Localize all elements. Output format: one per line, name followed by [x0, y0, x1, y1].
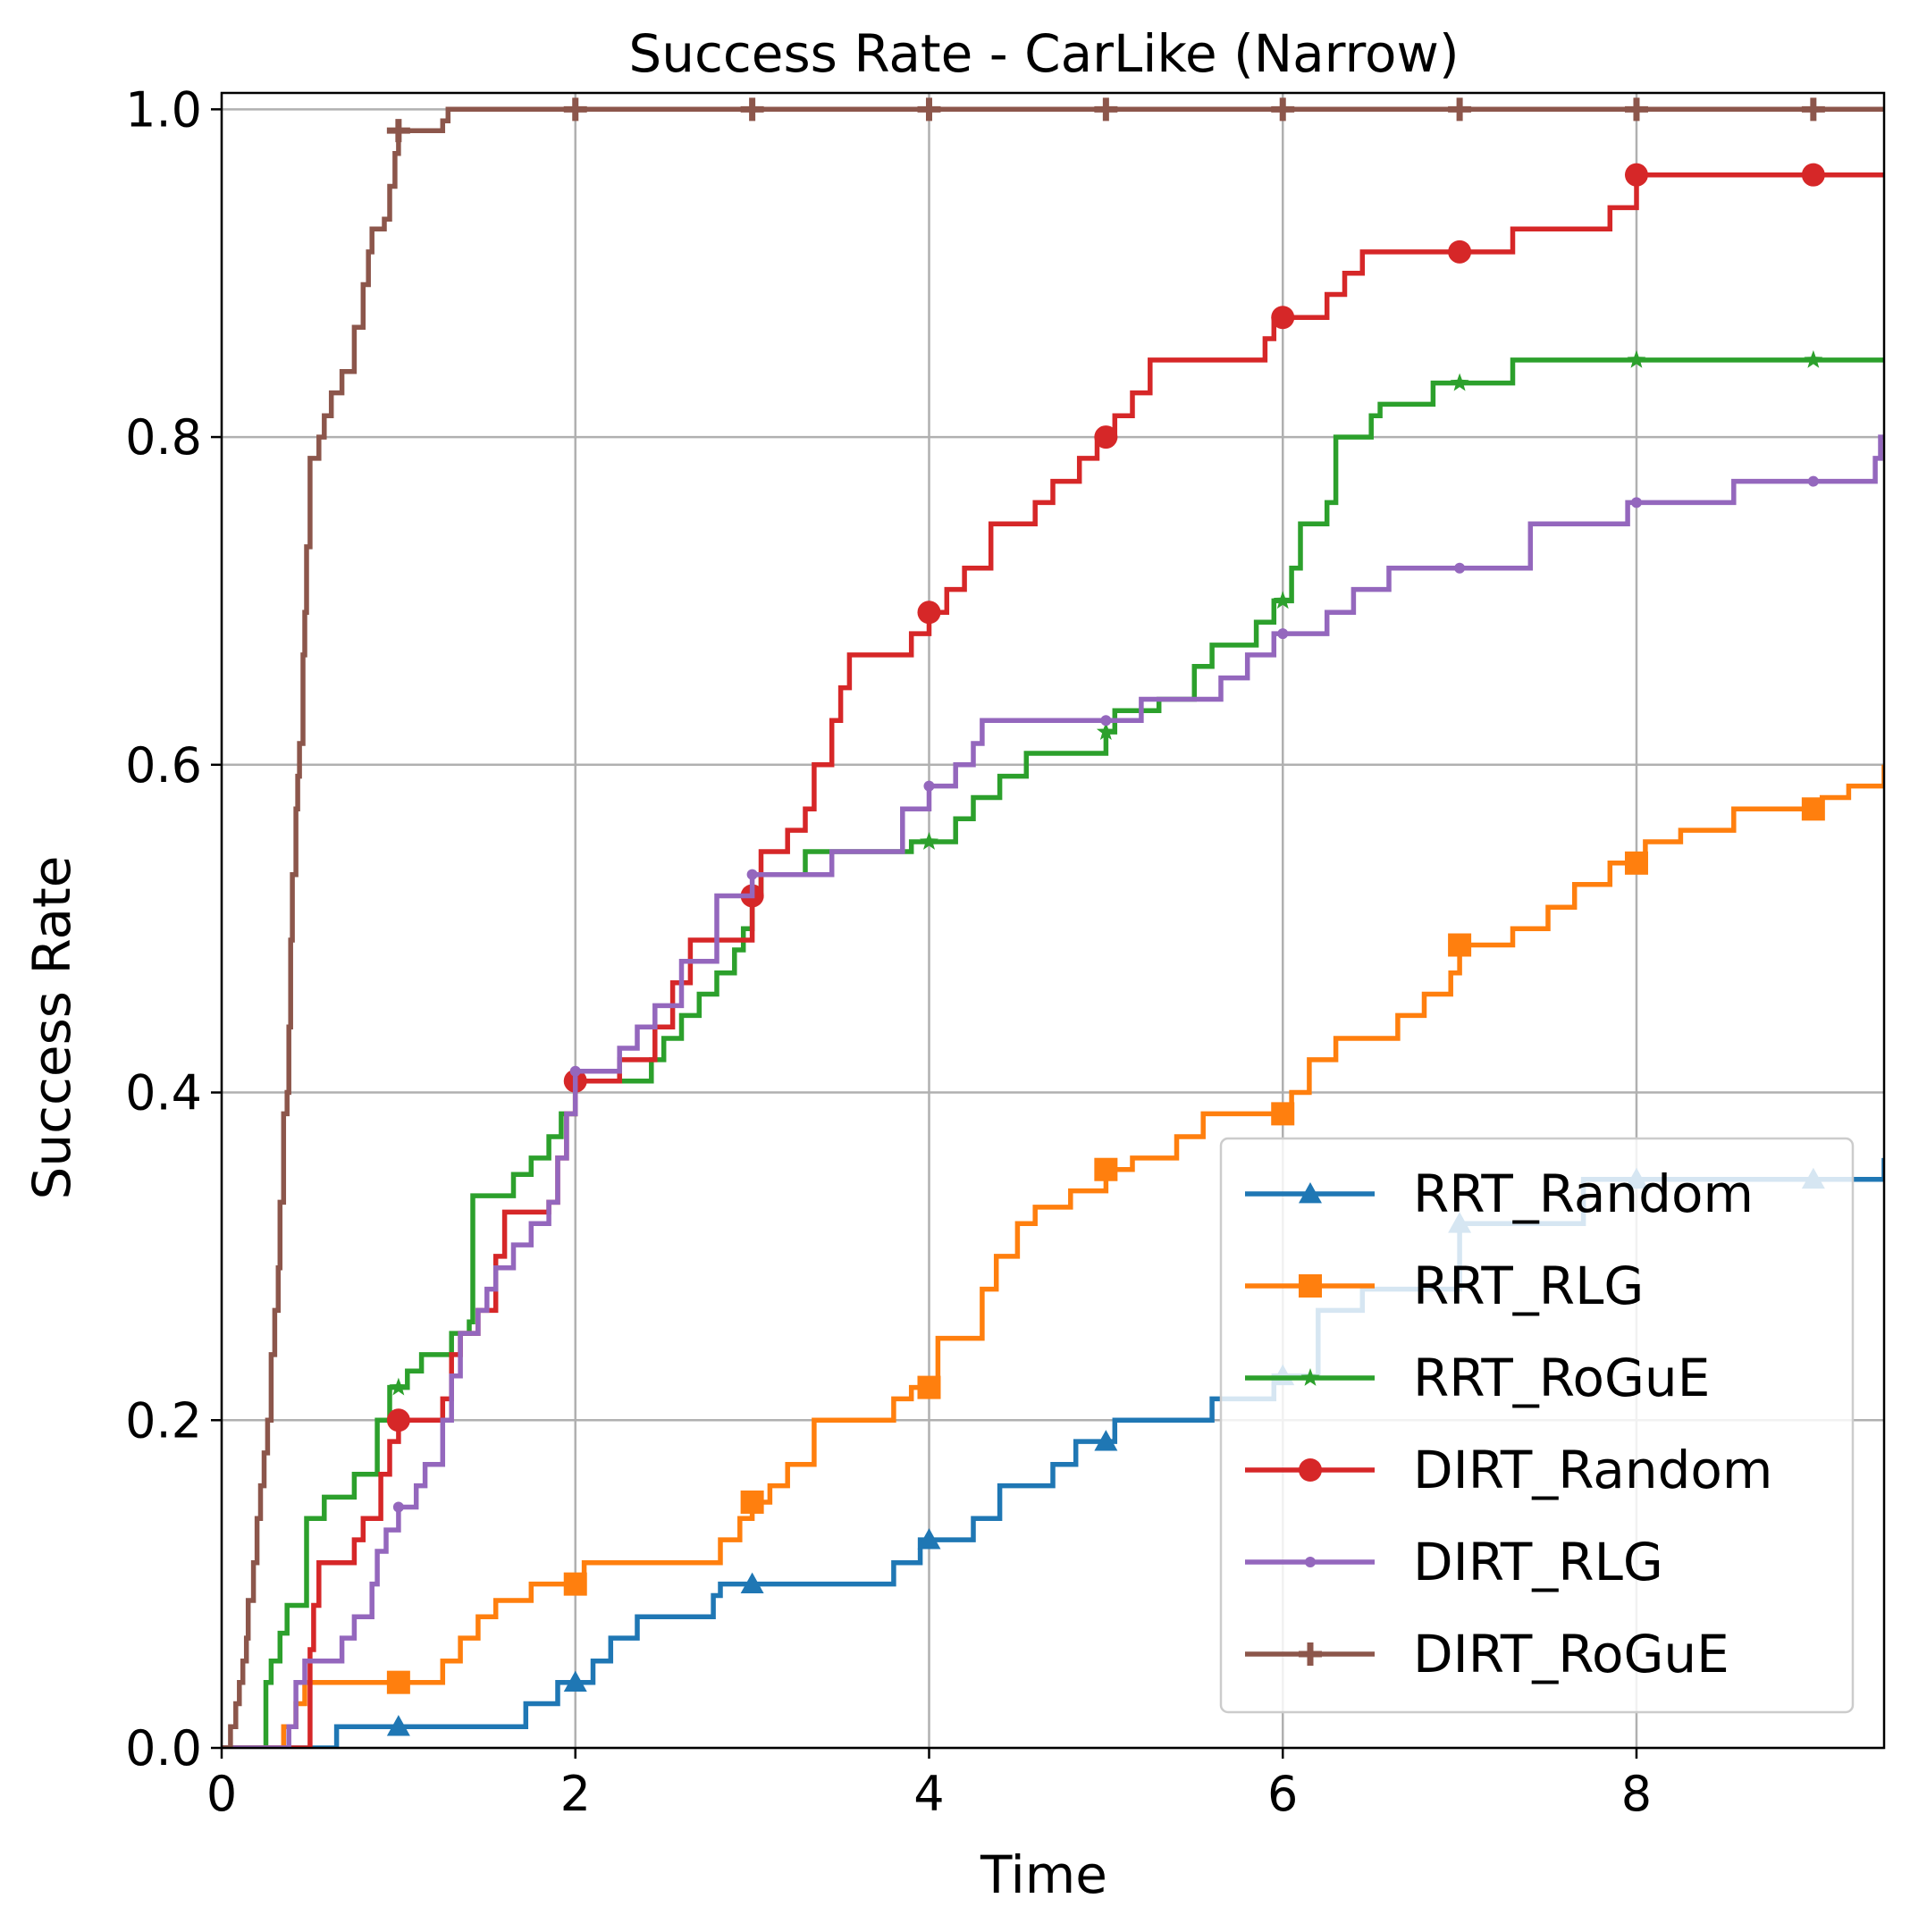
legend: RRT_Random RRT_RLG RRT_RoGuE DIRT_Random DIR…: [1219, 1137, 1855, 1714]
legend-label: DIRT_RLG: [1413, 1532, 1663, 1592]
legend-item: RRT_Random: [1245, 1163, 1754, 1224]
y-tick-label: 0.4: [125, 1065, 202, 1121]
legend-marker: [1299, 1642, 1322, 1666]
legend-item: DIRT_Random: [1245, 1440, 1772, 1500]
series-marker: [1627, 349, 1646, 368]
legend-item: RRT_RLG: [1245, 1256, 1644, 1316]
series-marker: [1801, 797, 1825, 821]
series-marker: [1094, 97, 1118, 122]
series-marker: [1094, 1157, 1118, 1181]
series-marker: [386, 1715, 410, 1736]
legend-label: RRT_RLG: [1413, 1256, 1644, 1316]
series-line: [222, 434, 1884, 1748]
series-rrt-rlg: [222, 764, 1884, 1748]
series-marker: [917, 1528, 941, 1550]
x-axis-label: Time: [980, 1844, 1107, 1905]
legend-label: DIRT_Random: [1413, 1440, 1772, 1500]
series-marker: [1624, 97, 1648, 122]
series-marker: [1096, 722, 1115, 740]
series-marker: [1100, 715, 1112, 727]
series-dirt-rlg: [222, 434, 1884, 1748]
series-dirt-rogue: [222, 97, 1884, 1748]
y-tick-label: 0.2: [125, 1392, 202, 1449]
series-marker: [1454, 562, 1466, 574]
legend-marker: [1300, 1368, 1320, 1386]
series-marker: [1273, 591, 1292, 609]
legend-marker: [1299, 1274, 1322, 1298]
series-marker: [740, 97, 764, 122]
x-tick-label: 8: [1621, 1766, 1652, 1822]
series-marker: [1448, 933, 1472, 957]
series-line: [222, 764, 1884, 1748]
series-marker: [563, 97, 587, 122]
legend-marker: [1305, 1557, 1316, 1567]
series-marker: [563, 1670, 587, 1693]
series-marker: [1448, 239, 1472, 264]
series-marker: [920, 832, 938, 850]
legend-label: RRT_Random: [1413, 1163, 1754, 1224]
series-marker: [1094, 1430, 1118, 1451]
series-marker: [1277, 628, 1289, 640]
series-line: [222, 172, 1884, 1748]
series-marker: [923, 780, 935, 792]
series-marker: [746, 869, 758, 880]
series-marker: [1801, 97, 1825, 122]
legend-item: DIRT_RoGuE: [1245, 1624, 1729, 1684]
y-tick-label: 0.6: [125, 737, 202, 794]
legend-label: DIRT_RoGuE: [1413, 1624, 1729, 1684]
series-marker: [1271, 306, 1295, 330]
series-marker: [740, 1490, 764, 1514]
series-marker: [386, 1408, 410, 1432]
y-tick-label: 0.0: [125, 1720, 202, 1777]
series-marker: [569, 1065, 581, 1077]
series-marker: [1801, 163, 1825, 187]
legend-marker: [1299, 1458, 1322, 1482]
x-tick-label: 0: [206, 1766, 237, 1822]
series-marker: [1807, 475, 1819, 487]
y-axis-label: Success Rate: [21, 856, 82, 1200]
plot-frame: [220, 91, 1886, 1750]
ticks: 0 2 4 6 8 0.0 0.2 0.4 0.6 0.8 1.0: [125, 81, 1652, 1822]
series-line: [222, 106, 1884, 1748]
series-marker: [917, 1375, 941, 1399]
series-marker: [1271, 97, 1295, 122]
series-marker: [1271, 1102, 1295, 1126]
series-marker: [1630, 497, 1642, 508]
x-tick-label: 2: [560, 1766, 591, 1822]
series-marker: [740, 1572, 764, 1594]
y-tick-label: 1.0: [125, 81, 202, 138]
series-marker: [386, 1670, 410, 1694]
legend-item: DIRT_RLG: [1245, 1532, 1663, 1592]
x-tick-label: 6: [1267, 1766, 1298, 1822]
y-tick-label: 0.8: [125, 409, 202, 466]
series-marker: [1448, 97, 1472, 122]
legend-marker: [1299, 1182, 1322, 1204]
x-tick-label: 4: [913, 1766, 944, 1822]
series-marker: [1624, 163, 1648, 187]
legend-box: [1219, 1137, 1855, 1714]
series-marker: [917, 97, 941, 122]
series-marker: [1094, 425, 1118, 449]
legend-label: RRT_RoGuE: [1413, 1348, 1710, 1408]
series-marker: [389, 1377, 408, 1396]
series-marker: [1804, 349, 1823, 368]
legend-item: RRT_RoGuE: [1245, 1348, 1710, 1408]
series-marker: [563, 1572, 587, 1596]
series-marker: [392, 1501, 404, 1513]
series-marker: [1450, 373, 1469, 391]
series-marker: [1624, 851, 1648, 875]
series-lines: [222, 97, 1884, 1748]
series-marker: [386, 119, 410, 143]
series-marker: [917, 601, 941, 625]
chart-title: Success Rate - CarLike (Narrow): [628, 23, 1459, 84]
